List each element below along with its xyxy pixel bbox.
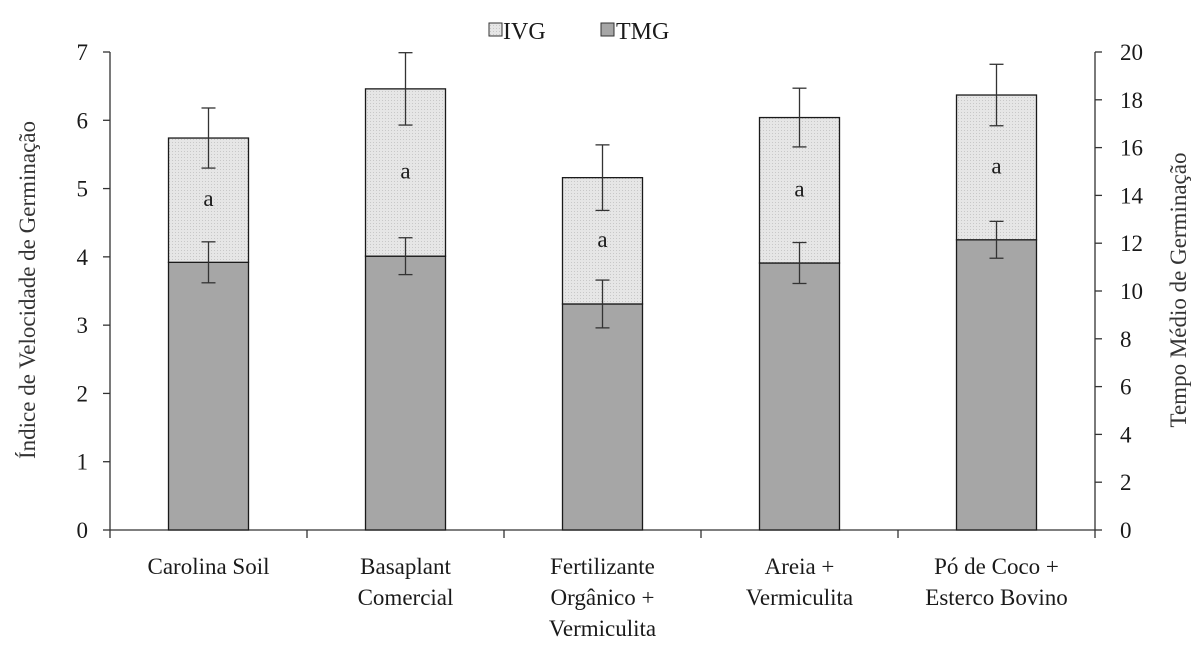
legend-label-ivg: IVG <box>503 19 546 45</box>
y-left-tick-label: 3 <box>77 313 89 338</box>
bar-tmg <box>364 255 447 531</box>
category-label: Fertilizante <box>550 554 655 579</box>
legend-label-tmg: TMG <box>616 19 669 45</box>
error-bar <box>201 107 216 169</box>
category-label: Comercial <box>358 585 454 610</box>
significance-letter: a <box>203 186 213 211</box>
legend-swatch-ivg <box>488 22 503 37</box>
error-bar <box>792 241 807 285</box>
y-left-tick-label: 2 <box>77 381 89 406</box>
y-right-tick-label: 2 <box>1120 470 1132 495</box>
bar-tmg <box>561 303 644 531</box>
y-right-tick-label: 20 <box>1120 40 1143 65</box>
legend: IVG TMG <box>488 19 669 45</box>
significance-letter: a <box>400 159 410 184</box>
category-label: Areia + <box>765 554 835 579</box>
category-label: Vermiculita <box>746 585 853 610</box>
error-bar <box>989 220 1004 259</box>
significance-letter: a <box>991 153 1001 178</box>
bar-tmg <box>167 261 250 531</box>
category-label: Carolina Soil <box>147 554 269 579</box>
bar-tmg <box>955 239 1038 531</box>
y-left-tick-label: 4 <box>77 245 89 270</box>
y-right-tick-label: 6 <box>1120 375 1132 400</box>
y-right-tick-label: 8 <box>1120 327 1132 352</box>
y-left-tick-label: 7 <box>77 40 89 65</box>
y-left-tick-label: 1 <box>77 450 89 475</box>
error-bar <box>201 241 216 284</box>
error-bar <box>595 279 610 329</box>
bars: a a a a a <box>167 52 1038 531</box>
y-left-tick-label: 6 <box>77 108 89 133</box>
category-labels: Carolina Soil Basaplant Comercial Fertiliza… <box>147 554 1067 641</box>
y-left-tick-label: 5 <box>77 177 89 202</box>
category-label: Basaplant <box>360 554 451 579</box>
y-right-tick-label: 10 <box>1120 279 1143 304</box>
y-right-tick-label: 4 <box>1120 422 1132 447</box>
y-left-tick-label: 0 <box>77 518 89 543</box>
y-axis-left-title: Índice de Velocidade de Germinação <box>15 121 40 459</box>
category-label: Pó de Coco + <box>934 554 1059 579</box>
error-bar <box>398 237 413 276</box>
significance-letter: a <box>794 176 804 201</box>
y-right-tick-label: 12 <box>1120 231 1143 256</box>
error-bar <box>792 87 807 148</box>
category-label: Esterco Bovino <box>925 585 1067 610</box>
category-label: Vermiculita <box>549 616 656 641</box>
error-bar <box>398 52 413 126</box>
y-right-tick-label: 18 <box>1120 88 1143 113</box>
category-label: Orgânico + <box>551 585 655 610</box>
legend-swatch-tmg <box>600 22 615 37</box>
y-right-tick-label: 14 <box>1120 183 1144 208</box>
y-right-tick-label: 0 <box>1120 518 1132 543</box>
error-bar <box>595 144 610 212</box>
y-right-tick-label: 16 <box>1120 136 1143 161</box>
bar-tmg <box>758 262 841 531</box>
significance-letter: a <box>597 227 607 252</box>
error-bar <box>989 63 1004 127</box>
y-axis-right-title: Tempo Médio de Germinação <box>1166 153 1191 428</box>
